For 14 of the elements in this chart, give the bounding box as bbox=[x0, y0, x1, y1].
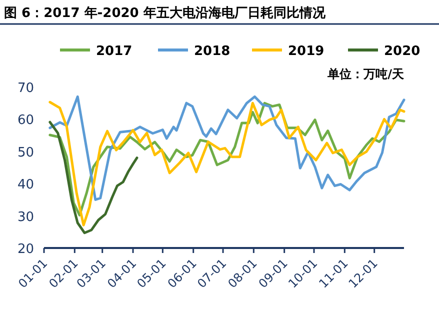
chart-title: 图 6：2017 年-2020 年五大电沿海电厂日耗同比情况 bbox=[4, 5, 326, 21]
y-tick-label: 20 bbox=[17, 242, 34, 257]
y-tick-label: 70 bbox=[17, 81, 34, 96]
y-tick-label: 40 bbox=[17, 178, 34, 193]
legend-label: 2017 bbox=[96, 44, 132, 59]
y-tick-label: 60 bbox=[17, 113, 34, 128]
legend-label: 2020 bbox=[384, 44, 420, 59]
legend-label: 2018 bbox=[194, 44, 230, 59]
y-tick-label: 50 bbox=[17, 145, 34, 160]
line-series bbox=[48, 95, 406, 201]
y-tick-label: 30 bbox=[17, 210, 34, 225]
text: 单位：万吨/天 bbox=[326, 67, 405, 81]
line-series bbox=[48, 120, 138, 234]
legend-label: 2019 bbox=[288, 44, 324, 59]
